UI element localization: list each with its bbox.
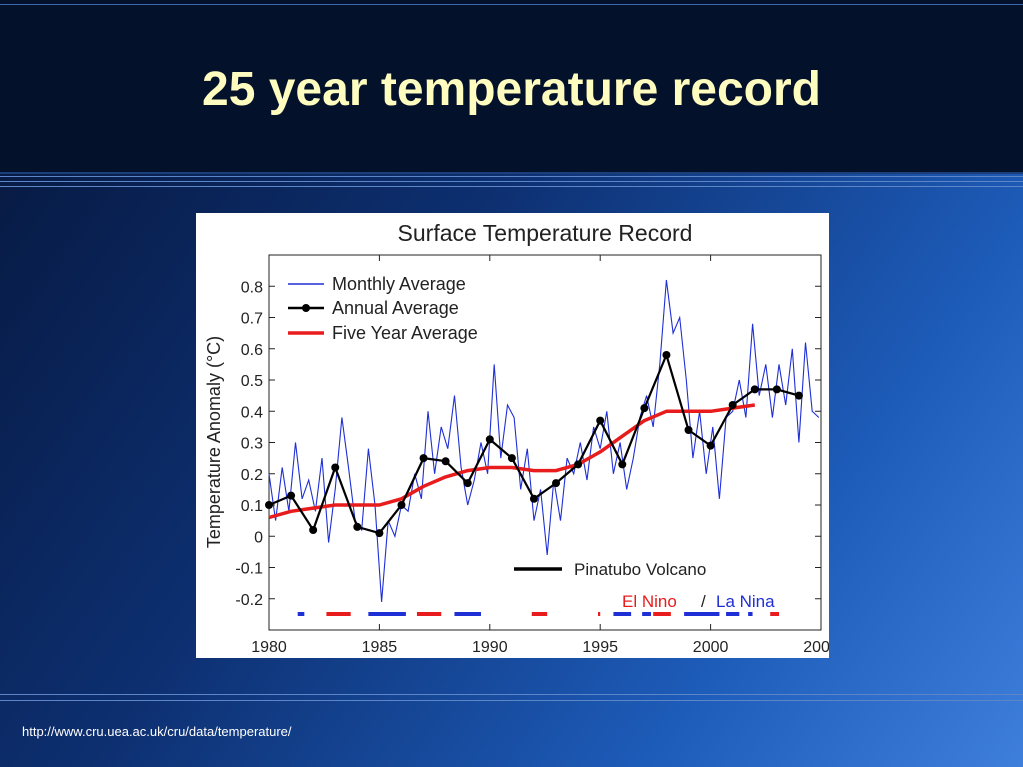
title-rule-top bbox=[0, 4, 1023, 5]
x-tick-label: 1980 bbox=[251, 639, 287, 656]
annual-point bbox=[750, 385, 759, 394]
annual-point bbox=[618, 460, 627, 469]
x-tick-label: 1985 bbox=[362, 639, 398, 656]
x-tick-label: 1995 bbox=[582, 639, 618, 656]
y-tick-label: 0 bbox=[254, 529, 263, 546]
y-tick-label: -0.1 bbox=[235, 561, 263, 578]
y-tick-label: 0.1 bbox=[241, 498, 263, 515]
annual-point bbox=[596, 416, 605, 425]
footer-rule-top bbox=[0, 694, 1023, 695]
x-tick-label: 1990 bbox=[472, 639, 508, 656]
el-nino-label: El Nino bbox=[622, 592, 677, 611]
y-tick-label: 0.6 bbox=[241, 342, 263, 359]
source-url: http://www.cru.uea.ac.uk/cru/data/temper… bbox=[22, 724, 292, 739]
annual-point bbox=[794, 391, 803, 400]
annual-point bbox=[463, 479, 472, 488]
annual-point bbox=[529, 494, 538, 503]
annual-point bbox=[728, 401, 737, 409]
y-tick-label: 0.8 bbox=[241, 279, 263, 296]
legend-five-year-label: Five Year Average bbox=[332, 323, 478, 343]
annual-point bbox=[265, 501, 273, 509]
annual-point bbox=[397, 501, 406, 509]
annual-point bbox=[684, 426, 693, 434]
x-tick-label: 2005 bbox=[803, 639, 829, 656]
annual-point bbox=[375, 529, 384, 538]
chart-title: Surface Temperature Record bbox=[398, 220, 693, 246]
chart-panel: Surface Temperature Record Temperature A… bbox=[196, 213, 829, 658]
title-band: 25 year temperature record bbox=[0, 0, 1023, 182]
la-nina-label: La Nina bbox=[716, 592, 775, 611]
legend-annual-marker bbox=[302, 304, 310, 312]
annual-point bbox=[485, 435, 494, 444]
annual-point bbox=[353, 522, 362, 531]
temperature-chart: Surface Temperature Record Temperature A… bbox=[204, 220, 829, 656]
annual-point bbox=[441, 457, 450, 466]
slide-title: 25 year temperature record bbox=[202, 63, 821, 116]
pinatubo-label: Pinatubo Volcano bbox=[574, 560, 706, 579]
x-tick-label: 2000 bbox=[693, 639, 729, 656]
legend: Monthly Average Annual Average Five Year… bbox=[288, 274, 478, 343]
y-tick-label: 0.5 bbox=[241, 373, 263, 390]
annual-point bbox=[662, 351, 671, 359]
y-tick-label: 0.4 bbox=[241, 404, 263, 421]
annual-point bbox=[419, 454, 428, 463]
y-tick-label: 0.7 bbox=[241, 311, 263, 328]
annual-point bbox=[706, 441, 715, 450]
y-tick-label: 0.2 bbox=[241, 467, 263, 484]
annual-point bbox=[287, 491, 296, 500]
annual-point bbox=[507, 454, 516, 463]
legend-annual-label: Annual Average bbox=[332, 298, 459, 318]
annual-point bbox=[772, 385, 781, 394]
footer-rule-bottom bbox=[0, 700, 1023, 701]
annual-point bbox=[552, 479, 561, 488]
annual-point bbox=[574, 460, 583, 469]
annual-point bbox=[331, 463, 340, 472]
annual-point bbox=[309, 526, 318, 534]
annual-point bbox=[640, 404, 649, 413]
y-tick-label: -0.2 bbox=[235, 592, 263, 609]
accent-lines bbox=[0, 176, 1023, 190]
y-tick-label: 0.3 bbox=[241, 436, 263, 453]
legend-monthly-label: Monthly Average bbox=[332, 274, 466, 294]
enso-separator: / bbox=[701, 592, 706, 611]
y-axis-label: Temperature Anomaly (°C) bbox=[204, 336, 224, 548]
